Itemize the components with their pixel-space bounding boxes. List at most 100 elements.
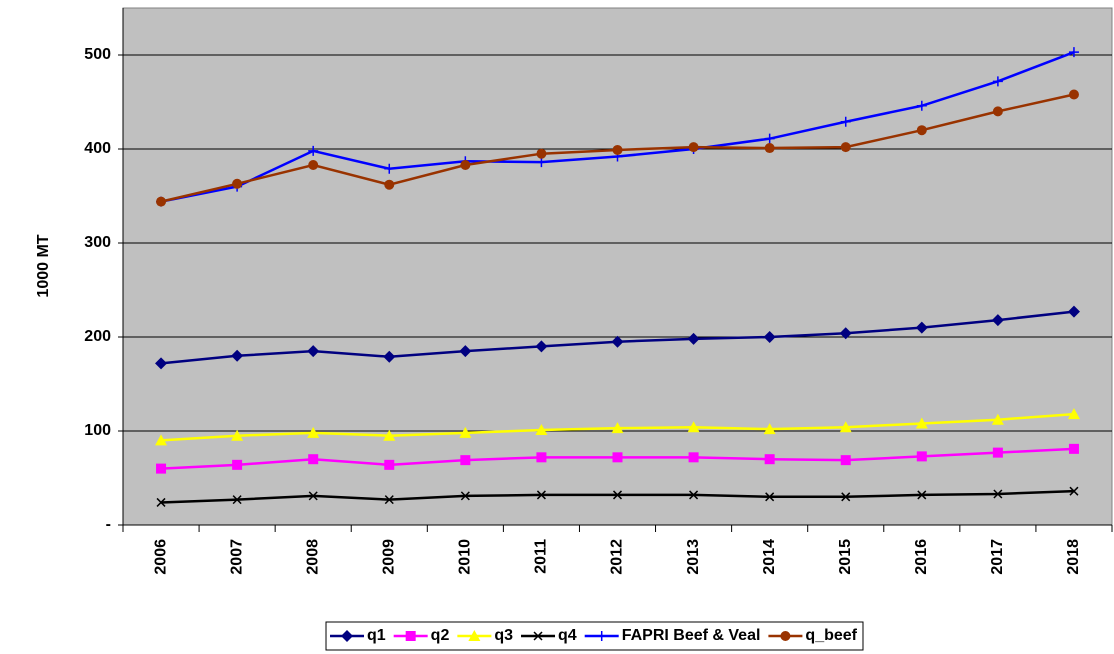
marker — [383, 429, 396, 441]
marker — [468, 630, 481, 641]
legend-label: q4 — [558, 627, 577, 644]
marker — [155, 434, 168, 446]
x-tick-label: 2006 — [152, 539, 169, 575]
marker — [992, 76, 1003, 87]
marker — [1067, 305, 1080, 318]
legend-item: q3 — [457, 627, 513, 644]
y-tick-label: - — [106, 516, 111, 533]
marker — [764, 133, 775, 144]
marker — [612, 490, 623, 500]
marker — [536, 452, 547, 463]
legend: q1 q2 q3 q4 FAPRI Beef & Veal q_beef — [325, 621, 864, 651]
marker — [460, 491, 470, 501]
marker — [780, 631, 791, 641]
x-tick-label: 2010 — [457, 539, 474, 575]
marker — [841, 492, 851, 502]
marker — [764, 143, 775, 154]
marker — [916, 100, 927, 111]
marker — [687, 421, 700, 433]
marker — [839, 327, 852, 340]
y-tick-label: 500 — [84, 46, 111, 63]
marker — [916, 125, 927, 136]
marker — [915, 321, 928, 334]
marker — [840, 142, 851, 153]
y-axis-label: 1000 MT — [35, 234, 52, 297]
legend-item: FAPRI Beef & Veal — [584, 627, 761, 644]
marker — [917, 490, 927, 500]
marker — [156, 463, 167, 474]
y-tick-label: 200 — [84, 328, 111, 345]
marker — [611, 422, 624, 434]
legend-label: q2 — [431, 627, 450, 644]
marker — [1068, 89, 1079, 100]
marker — [612, 144, 623, 155]
marker — [688, 142, 699, 153]
marker — [596, 631, 607, 641]
marker — [763, 331, 776, 343]
legend-label: FAPRI Beef & Veal — [622, 627, 761, 644]
marker — [156, 196, 167, 207]
marker — [764, 454, 775, 465]
marker — [840, 116, 851, 127]
marker — [1067, 408, 1080, 420]
marker — [688, 452, 699, 463]
marker — [155, 357, 168, 370]
marker — [533, 631, 543, 641]
marker — [915, 417, 928, 429]
marker — [611, 335, 624, 348]
marker — [232, 178, 243, 189]
x-tick-label: 2016 — [913, 539, 930, 575]
x-tick-label: 2015 — [837, 539, 854, 575]
marker — [156, 497, 166, 507]
marker — [232, 459, 243, 470]
marker — [1069, 486, 1079, 496]
x-tick-label: 2012 — [609, 539, 626, 575]
y-tick-label: 100 — [84, 422, 111, 439]
x-tick-label: 2007 — [228, 539, 245, 575]
marker — [231, 429, 244, 441]
marker — [612, 452, 623, 463]
marker — [916, 451, 927, 462]
marker — [536, 157, 547, 168]
marker — [405, 631, 416, 641]
marker — [460, 159, 471, 170]
marker — [992, 447, 1003, 458]
plot-area — [122, 7, 1113, 526]
legend-label: q3 — [494, 627, 513, 644]
marker — [536, 490, 546, 500]
marker — [689, 490, 699, 500]
marker — [460, 455, 471, 466]
marker — [308, 159, 319, 170]
x-tick-label: 2008 — [304, 539, 321, 575]
marker — [1068, 443, 1079, 454]
marker — [459, 426, 472, 438]
legend-item: q1 — [330, 627, 386, 644]
marker — [763, 423, 776, 435]
marker — [384, 459, 395, 470]
marker — [687, 332, 700, 345]
marker — [308, 454, 319, 465]
marker — [384, 163, 395, 174]
x-tick-label: 2018 — [1065, 539, 1082, 575]
marker — [765, 492, 775, 502]
marker — [536, 148, 547, 159]
y-tick-label: 400 — [84, 140, 111, 157]
legend-item: q4 — [521, 627, 577, 644]
marker — [384, 179, 395, 190]
marker — [993, 489, 1003, 499]
legend-label: q_beef — [805, 627, 857, 644]
marker — [231, 349, 244, 362]
marker — [459, 345, 472, 358]
marker — [992, 106, 1003, 117]
marker — [307, 426, 320, 438]
x-tick-label: 2013 — [685, 539, 702, 575]
marker — [840, 455, 851, 466]
marker — [991, 314, 1004, 327]
marker — [308, 491, 318, 501]
marker — [307, 345, 320, 358]
x-tick-label: 2014 — [761, 539, 778, 575]
marker — [308, 145, 319, 156]
legend-label: q1 — [367, 627, 386, 644]
marker — [839, 421, 852, 433]
